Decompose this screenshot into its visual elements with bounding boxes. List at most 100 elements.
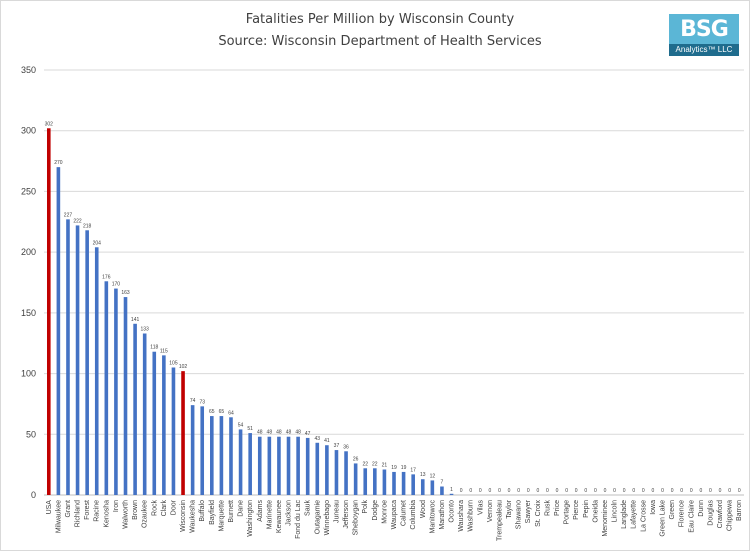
x-tick-label: Grant	[65, 500, 72, 518]
bar	[238, 429, 243, 495]
x-tick-label: Jefferson	[343, 500, 350, 529]
bar	[315, 442, 320, 495]
data-label: 73	[199, 399, 205, 405]
bar	[277, 436, 281, 495]
bar	[152, 351, 157, 495]
x-tick-label: Door	[170, 499, 177, 515]
x-tick-label: Waushara	[458, 500, 465, 532]
data-label: 64	[228, 410, 234, 416]
data-label: 218	[83, 223, 92, 229]
bar	[162, 355, 166, 495]
data-label: 54	[238, 422, 244, 428]
data-label: 0	[546, 488, 549, 494]
x-tick-label: Marquette	[218, 500, 225, 532]
x-tick-label: Kenosha	[103, 500, 110, 528]
data-label: 0	[632, 488, 635, 494]
bar	[94, 247, 99, 495]
x-tick-label: Richland	[75, 500, 82, 527]
data-label: 0	[604, 488, 607, 494]
x-tick-label: Lafayette	[631, 500, 638, 529]
data-label: 170	[112, 282, 121, 288]
bar	[363, 468, 368, 495]
x-tick-label: Portage	[564, 500, 571, 525]
y-tick-label: 150	[21, 308, 36, 318]
y-tick-label: 50	[26, 429, 36, 439]
data-label: 0	[536, 488, 539, 494]
data-label: 65	[209, 409, 215, 415]
x-tick-label: Chippewa	[727, 500, 734, 531]
data-label: 163	[121, 290, 130, 296]
data-label: 0	[479, 488, 482, 494]
x-tick-label: Green Lake	[659, 500, 666, 537]
x-tick-label: Menominee	[602, 500, 609, 537]
bar	[171, 367, 176, 495]
x-tick-label: Brown	[132, 500, 139, 520]
data-label: 43	[315, 436, 321, 442]
data-label: 0	[498, 488, 501, 494]
x-tick-label: Adams	[257, 500, 264, 522]
bar	[401, 471, 406, 495]
x-tick-label: Columbia	[410, 500, 417, 530]
x-tick-label: Price	[554, 500, 561, 516]
bar	[248, 433, 252, 495]
x-tick-label: Sheboygan	[353, 500, 360, 536]
data-label: 176	[102, 274, 111, 280]
data-label: 51	[247, 426, 253, 432]
data-label: 0	[652, 488, 655, 494]
data-label: 1	[450, 487, 453, 493]
x-tick-label: Barron	[736, 500, 743, 521]
bar	[123, 297, 128, 495]
bar	[142, 333, 147, 495]
data-label: 0	[613, 488, 616, 494]
x-tick-label: Iron	[113, 500, 120, 512]
x-tick-label: Shawano	[516, 500, 523, 529]
bar	[190, 405, 195, 495]
x-tick-label: Pepin	[583, 500, 590, 518]
bar	[257, 436, 262, 495]
x-tick-label: Marathon	[439, 500, 446, 530]
x-tick-label: St. Croix	[535, 500, 542, 527]
data-label: 227	[64, 212, 73, 218]
x-tick-label: Winnebago	[324, 500, 331, 536]
data-label: 41	[324, 438, 330, 444]
data-label: 0	[642, 488, 645, 494]
logo-mark: BSG	[669, 14, 739, 44]
data-label: 302	[45, 121, 54, 127]
bar	[430, 480, 435, 495]
y-tick-label: 100	[21, 369, 36, 379]
bar	[85, 230, 89, 496]
data-label: 17	[410, 467, 416, 473]
x-tick-label: Jackson	[286, 500, 293, 526]
x-tick-label: Kewaunee	[276, 500, 283, 533]
data-label: 0	[709, 488, 712, 494]
data-label: 0	[728, 488, 731, 494]
data-label: 0	[556, 488, 559, 494]
bar	[344, 451, 348, 495]
data-label: 0	[680, 488, 683, 494]
data-label: 0	[623, 488, 626, 494]
data-label: 0	[460, 488, 463, 494]
chart-subtitle: Source: Wisconsin Department of Health S…	[218, 34, 542, 49]
y-tick-label: 300	[21, 126, 36, 136]
bar	[325, 445, 329, 495]
x-tick-label: USA	[46, 500, 53, 515]
data-label: 0	[575, 488, 578, 494]
data-label: 0	[488, 488, 491, 494]
bar	[181, 371, 185, 495]
data-label: 7	[441, 480, 444, 486]
bar	[373, 468, 377, 495]
x-tick-label: Calumet	[401, 500, 408, 526]
x-tick-label: Dane	[238, 500, 245, 517]
bar	[56, 167, 61, 495]
x-tick-label: Dodge	[372, 500, 379, 521]
x-tick-label: Eau Claire	[688, 500, 695, 533]
data-label: 48	[276, 430, 282, 436]
x-tick-label: Juneau	[333, 500, 340, 523]
bar	[353, 463, 358, 495]
data-label: 141	[131, 317, 140, 323]
bar	[420, 479, 425, 495]
data-label: 222	[73, 218, 82, 224]
data-label: 48	[286, 430, 292, 436]
data-label: 133	[141, 327, 150, 333]
data-label: 48	[257, 430, 263, 436]
